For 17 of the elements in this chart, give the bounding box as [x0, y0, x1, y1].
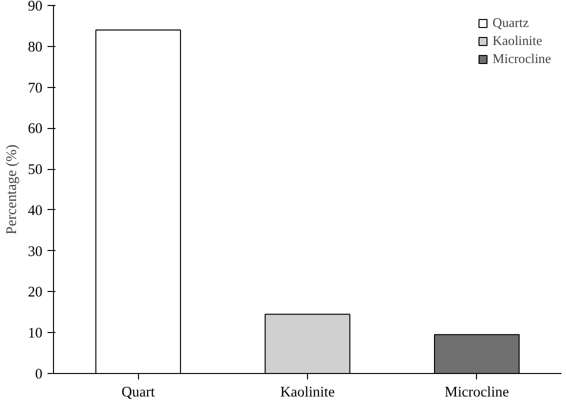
y-tick-label: 10	[28, 326, 42, 342]
y-tick-label: 20	[28, 284, 42, 301]
y-tick-label: 70	[28, 80, 42, 96]
legend-label: Kaolinite	[492, 33, 542, 49]
legend-label: Microcline	[492, 51, 551, 67]
y-tick-label: 90	[28, 0, 42, 14]
legend-label: Quartz	[492, 15, 529, 31]
y-tick-label: 40	[28, 202, 42, 219]
y-tick-label: 80	[28, 39, 42, 56]
x-tick-label: Kaolinite	[280, 384, 335, 400]
y-tick-label: 50	[28, 162, 42, 178]
y-axis-title: Percentage (%)	[4, 144, 20, 234]
y-tick-label: 60	[28, 121, 42, 138]
x-tick-label: Quart	[121, 384, 155, 400]
y-tick-label: 0	[35, 366, 42, 382]
x-tick-label: Microcline	[444, 384, 509, 400]
y-tick-label: 30	[28, 244, 42, 260]
